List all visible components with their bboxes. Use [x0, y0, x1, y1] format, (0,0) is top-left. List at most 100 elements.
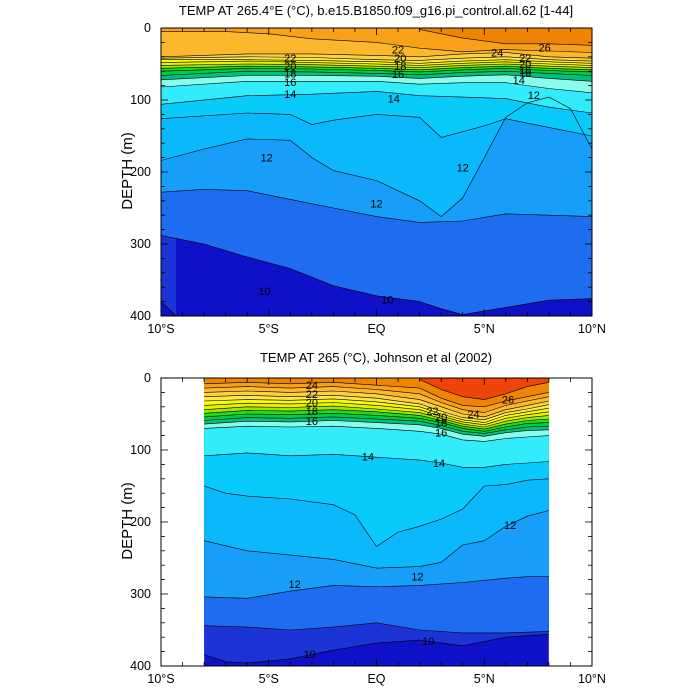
observation-panel: TEMP AT 265 (°C), Johnson et al (2002) D… [119, 350, 606, 686]
band-26 [419, 28, 592, 46]
isotherm-15 [161, 81, 592, 94]
tick-marks [160, 27, 593, 317]
isotherm-14 [204, 452, 549, 468]
band-27 [419, 378, 549, 400]
x-tick-label: 10°S [147, 672, 174, 686]
contour-label: 12 [288, 579, 300, 591]
y-tick-label: 0 [144, 21, 151, 35]
isotherm-18 [204, 412, 549, 432]
contour-label: 18 [519, 65, 531, 77]
contour-label: 16 [435, 428, 447, 440]
isotherm-17 [161, 70, 592, 76]
x-tick-label: EQ [367, 672, 385, 686]
contour-label: 20 [306, 397, 318, 409]
filled-contours [161, 28, 592, 316]
y-tick-label: 100 [130, 93, 151, 107]
contour-label: 20 [284, 61, 296, 73]
isotherm-13 [204, 478, 549, 547]
y-tick-label: 400 [130, 309, 151, 323]
contour-label: 24 [467, 409, 479, 421]
filled-contours [204, 378, 549, 666]
contour-label: 14 [513, 75, 525, 87]
contour-label: 20 [394, 53, 406, 65]
isotherm-16 [161, 74, 592, 82]
contour-label: 14 [284, 89, 296, 101]
contour-label: 26 [538, 42, 550, 54]
model-panel: TEMP AT 265.4°E (°C), b.e15.B1850.f09_g1… [119, 3, 606, 336]
contour-label: 24 [491, 47, 503, 59]
isotherm-24 [161, 52, 592, 59]
contour-label: 10 [381, 294, 393, 306]
contour-label: 22 [519, 53, 531, 65]
isotherm-26 [204, 381, 549, 408]
contour-label: 16 [519, 68, 531, 80]
x-tick-label: 5°N [474, 322, 495, 336]
isotherm-24 [204, 390, 549, 418]
contour-label: 22 [426, 406, 438, 418]
model-panel-ylabel: DEPTH (m) [119, 132, 136, 210]
contour-label: 12 [504, 520, 516, 532]
isotherm-22 [204, 398, 549, 423]
x-tick-label: 5°S [259, 672, 279, 686]
observation-contour-plot: 24222018162220181624261414121212101010°S… [130, 371, 606, 686]
isotherm-9 [204, 634, 549, 664]
contour-label: 14 [433, 458, 445, 470]
observation-panel-title: TEMP AT 265 (°C), Johnson et al (2002) [260, 350, 492, 365]
tick-marks [160, 377, 593, 667]
isotherm-11 [161, 188, 592, 223]
contour-label: 22 [284, 53, 296, 65]
contour-label: 24 [306, 380, 318, 392]
y-tick-label: 200 [130, 165, 151, 179]
contour-label: 20 [519, 59, 531, 71]
isotherm-10 [204, 622, 549, 634]
isotherm-21 [204, 402, 549, 426]
x-tick-label: 10°S [147, 322, 174, 336]
isotherm-19 [204, 409, 549, 430]
isotherm-16 [204, 420, 549, 437]
observation-panel-ylabel: DEPTH (m) [119, 482, 136, 560]
contour-label: 18 [306, 406, 318, 418]
contour-label: 20 [435, 412, 447, 424]
contour-label: 18 [435, 418, 447, 430]
x-tick-label: 10°N [578, 672, 606, 686]
contour-label: 16 [284, 77, 296, 89]
contour-label: 26 [502, 395, 514, 407]
x-tick-label: EQ [367, 322, 385, 336]
isotherm-20 [161, 63, 592, 68]
isotherm-26 [419, 29, 592, 46]
isotherm-12 [161, 96, 592, 217]
isotherm-13 [161, 112, 592, 138]
isotherm-23 [204, 394, 549, 421]
isotherm-27 [419, 379, 549, 400]
x-tick-label: 5°S [259, 322, 279, 336]
isotherm-12 [204, 510, 549, 569]
contour-label: 16 [306, 416, 318, 428]
isotherm-18 [161, 67, 592, 73]
isotherm-19 [161, 65, 592, 71]
contour-label: 18 [284, 68, 296, 80]
isotherm-10 [161, 235, 592, 315]
isotherm-14 [161, 91, 592, 114]
isotherm-20 [204, 405, 549, 428]
contour-label: 12 [260, 153, 272, 165]
y-tick-label: 300 [130, 237, 151, 251]
model-panel-title: TEMP AT 265.4°E (°C), b.e15.B1850.f09_g1… [179, 3, 573, 18]
contour-label: 16 [392, 69, 404, 81]
x-tick-label: 5°N [474, 672, 495, 686]
contour-label: 10 [304, 649, 316, 661]
isotherm-11 [204, 576, 549, 599]
contour-label: 12 [457, 163, 469, 175]
isotherm-22 [161, 59, 592, 64]
isotherm-17 [204, 416, 549, 434]
y-tick-label: 100 [130, 443, 151, 457]
contour-label: 10 [422, 636, 434, 648]
isotherm-21 [161, 60, 592, 66]
isotherm-9 [161, 301, 177, 316]
y-tick-label: 200 [130, 515, 151, 529]
y-tick-label: 400 [130, 659, 151, 673]
x-tick-label: 10°N [578, 322, 606, 336]
contour-label: 14 [362, 451, 374, 463]
y-tick-label: 0 [144, 371, 151, 385]
